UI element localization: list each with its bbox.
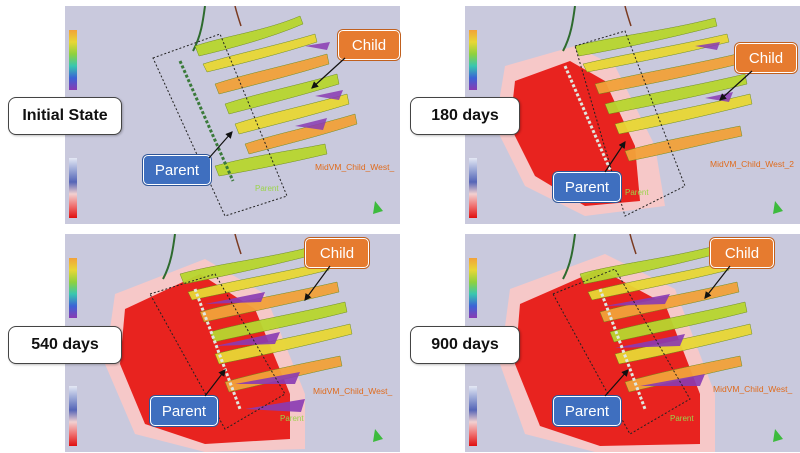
color-scale-bottom [469,158,477,218]
child-tag-180: Child [735,43,797,73]
color-scale-bottom [469,386,477,446]
parent-tag-900: Parent [553,396,621,426]
child-well-label: MidVM_Child_West_ [315,162,395,172]
state-label-180: 180 days [410,97,520,135]
parent-tag-540: Parent [150,396,218,426]
color-scale-bottom [69,158,77,218]
color-scale-bottom [69,386,77,446]
child-tag-initial: Child [338,30,400,60]
parent-tag-initial: Parent [143,155,211,185]
color-scale-top [469,30,477,90]
parent-tag-180: Parent [553,172,621,202]
simulation-view-180: MidVM_Child_West_2 Parent [465,6,800,224]
simulation-view-900: MidVM_Child_West_ Parent [465,234,800,452]
color-scale-top [469,258,477,318]
parent-well-label: Parent [670,414,694,423]
parent-well-label: Parent [255,184,279,193]
child-well-label: MidVM_Child_West_ [713,384,793,394]
parent-well-label: Parent [280,414,304,423]
child-tag-540: Child [305,238,369,268]
color-scale-top [69,30,77,90]
fracture-scene [500,234,783,452]
child-well-label: MidVM_Child_West_ [313,386,393,396]
state-label-900: 900 days [410,326,520,364]
state-label-initial: Initial State [8,97,122,135]
child-tag-900: Child [710,238,774,268]
state-label-540: 540 days [8,326,122,364]
parent-well-label: Parent [625,188,649,197]
color-scale-top [69,258,77,318]
child-well-label: MidVM_Child_West_2 [710,159,794,169]
